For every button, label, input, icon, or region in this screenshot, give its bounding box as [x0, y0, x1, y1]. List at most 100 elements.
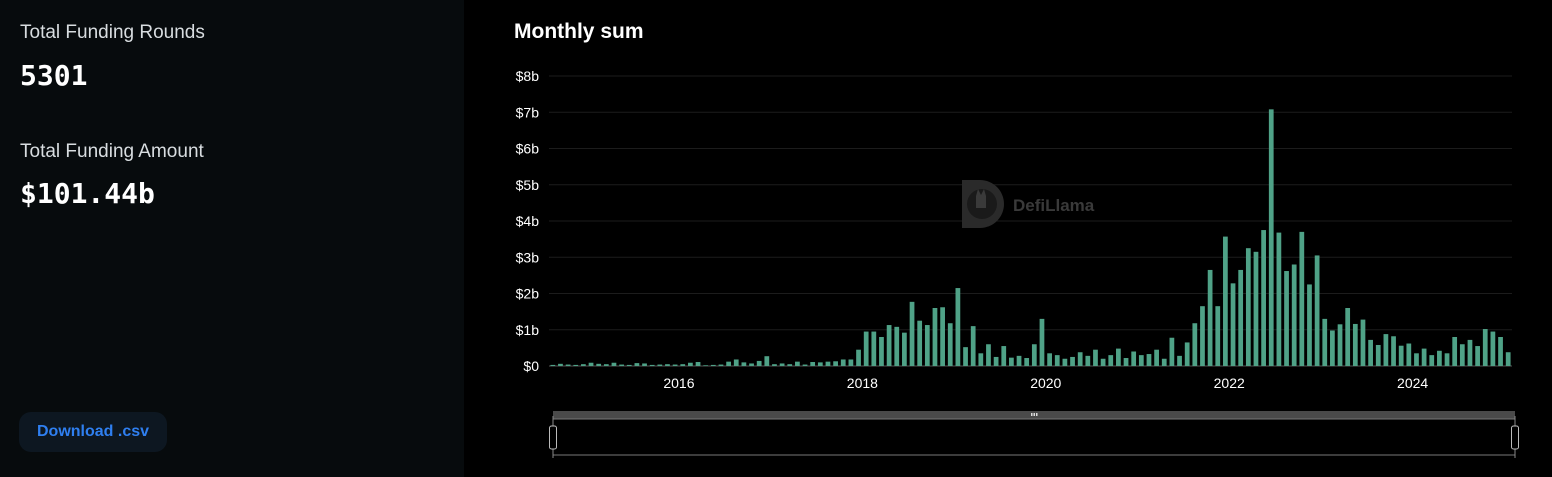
- bar[interactable]: [902, 332, 907, 366]
- bar[interactable]: [894, 326, 900, 366]
- bar[interactable]: [1184, 342, 1190, 366]
- bar[interactable]: [1406, 343, 1412, 366]
- bar[interactable]: [856, 349, 861, 366]
- bar[interactable]: [1261, 230, 1266, 366]
- bar[interactable]: [1116, 348, 1121, 366]
- bar[interactable]: [550, 364, 556, 366]
- bar[interactable]: [1062, 358, 1068, 366]
- bar[interactable]: [733, 359, 739, 366]
- bar[interactable]: [1253, 251, 1259, 366]
- bar[interactable]: [963, 347, 968, 366]
- bar[interactable]: [1161, 358, 1167, 366]
- bar[interactable]: [1054, 355, 1060, 367]
- bar[interactable]: [1414, 353, 1419, 366]
- bar[interactable]: [779, 363, 785, 366]
- bar[interactable]: [993, 356, 999, 366]
- bar[interactable]: [1360, 319, 1366, 366]
- bar[interactable]: [1223, 236, 1228, 366]
- bar[interactable]: [1322, 318, 1328, 367]
- bar[interactable]: [672, 364, 678, 366]
- zoom-slider-right-handle[interactable]: [1511, 425, 1519, 450]
- bar[interactable]: [863, 331, 869, 366]
- bar[interactable]: [1276, 232, 1282, 366]
- bar[interactable]: [558, 363, 563, 366]
- bar[interactable]: [970, 326, 976, 367]
- bar[interactable]: [1200, 306, 1205, 366]
- bar[interactable]: [955, 288, 961, 366]
- bar[interactable]: [978, 353, 984, 366]
- bar[interactable]: [947, 323, 953, 366]
- bar[interactable]: [840, 359, 846, 366]
- bar[interactable]: [680, 364, 686, 366]
- bar[interactable]: [1421, 348, 1427, 366]
- bar[interactable]: [1284, 271, 1289, 366]
- bar[interactable]: [909, 301, 915, 366]
- bar[interactable]: [833, 361, 838, 366]
- bar[interactable]: [810, 362, 816, 366]
- bar[interactable]: [726, 361, 731, 366]
- bar[interactable]: [1085, 355, 1091, 366]
- bar[interactable]: [1391, 336, 1396, 366]
- bar[interactable]: [1345, 308, 1351, 366]
- bar[interactable]: [1467, 339, 1473, 366]
- bar[interactable]: [596, 363, 602, 366]
- bar[interactable]: [1475, 346, 1480, 366]
- bar[interactable]: [1375, 344, 1381, 366]
- bar[interactable]: [611, 362, 617, 366]
- zoom-slider-left-handle[interactable]: [549, 425, 557, 450]
- bar[interactable]: [581, 364, 586, 366]
- bar[interactable]: [1138, 355, 1144, 367]
- bar[interactable]: [665, 364, 670, 366]
- bar[interactable]: [886, 325, 892, 366]
- bar[interactable]: [565, 364, 571, 366]
- bar[interactable]: [1352, 323, 1358, 366]
- bar[interactable]: [1299, 231, 1305, 367]
- bar[interactable]: [718, 364, 724, 366]
- bar[interactable]: [1459, 344, 1465, 366]
- bar[interactable]: [1070, 356, 1075, 366]
- bar[interactable]: [848, 359, 854, 366]
- bar[interactable]: [932, 308, 938, 366]
- bar[interactable]: [1031, 344, 1037, 366]
- bar[interactable]: [1146, 354, 1152, 366]
- bar[interactable]: [1077, 352, 1083, 366]
- bar[interactable]: [749, 363, 754, 366]
- bar[interactable]: [1268, 109, 1274, 366]
- zoom-slider[interactable]: [549, 411, 1519, 458]
- bar[interactable]: [1169, 337, 1175, 366]
- bar[interactable]: [787, 364, 793, 366]
- bar[interactable]: [825, 361, 831, 366]
- bar[interactable]: [634, 363, 640, 366]
- zoom-slider-grip-icon[interactable]: [1031, 413, 1038, 416]
- bar[interactable]: [1330, 330, 1335, 366]
- zoom-slider-window[interactable]: [552, 418, 1516, 456]
- bar[interactable]: [795, 361, 800, 366]
- bar[interactable]: [917, 320, 923, 366]
- bar[interactable]: [817, 362, 823, 367]
- bar[interactable]: [649, 364, 655, 366]
- bar[interactable]: [1024, 358, 1030, 366]
- bar[interactable]: [1131, 351, 1137, 367]
- bar[interactable]: [1314, 255, 1320, 366]
- bar[interactable]: [1108, 355, 1114, 367]
- bar[interactable]: [1429, 355, 1435, 367]
- bar[interactable]: [1192, 323, 1198, 366]
- bar[interactable]: [603, 364, 609, 366]
- bar[interactable]: [1505, 352, 1511, 366]
- bar[interactable]: [573, 364, 579, 366]
- bar[interactable]: [703, 365, 709, 366]
- download-csv-button[interactable]: Download .csv: [19, 412, 167, 452]
- bar[interactable]: [688, 362, 693, 366]
- bar[interactable]: [802, 364, 808, 366]
- bar[interactable]: [1016, 355, 1022, 366]
- bar[interactable]: [1437, 350, 1442, 366]
- bar[interactable]: [1039, 318, 1045, 367]
- bar[interactable]: [695, 362, 701, 366]
- bar[interactable]: [1001, 346, 1007, 366]
- bar[interactable]: [1154, 349, 1159, 366]
- bar[interactable]: [1230, 283, 1236, 366]
- bar[interactable]: [1368, 339, 1373, 366]
- bar[interactable]: [657, 364, 663, 366]
- bar[interactable]: [924, 325, 930, 366]
- bar[interactable]: [642, 363, 647, 366]
